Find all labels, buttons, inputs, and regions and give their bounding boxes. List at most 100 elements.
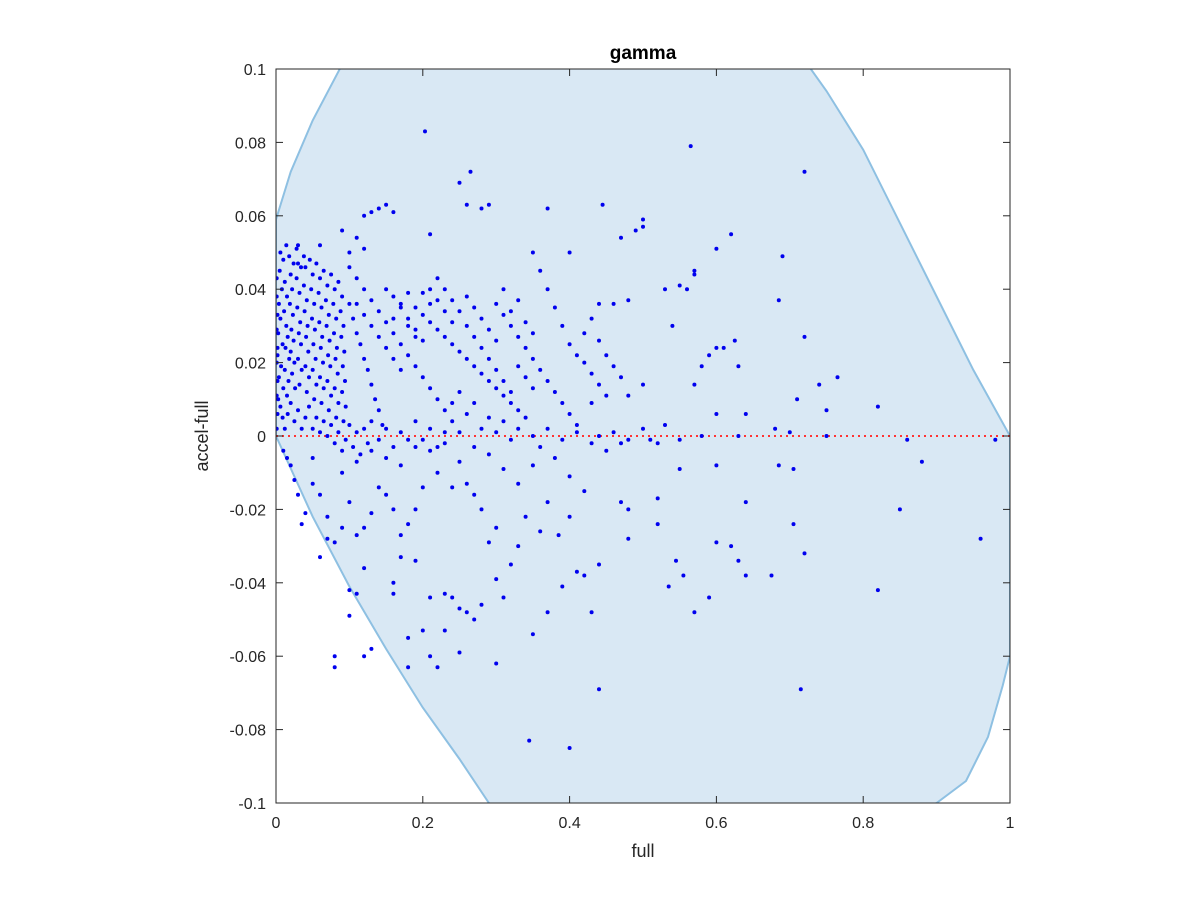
data-point: [450, 595, 455, 600]
data-point: [567, 746, 572, 750]
data-point: [303, 511, 308, 516]
data-point: [508, 390, 513, 394]
data-point: [501, 379, 506, 383]
data-point: [743, 500, 748, 505]
data-point: [472, 401, 477, 405]
data-point: [567, 474, 572, 479]
data-point: [626, 536, 631, 541]
data-point: [332, 665, 337, 670]
data-point: [428, 301, 433, 306]
data-point: [340, 364, 345, 369]
data-point: [398, 463, 403, 468]
data-point: [516, 334, 521, 339]
data-point: [301, 254, 306, 259]
data-point: [802, 169, 807, 174]
data-point: [677, 467, 682, 471]
data-point: [279, 364, 284, 369]
data-point: [692, 268, 697, 273]
data-point: [875, 404, 880, 409]
data-point: [329, 272, 334, 277]
data-point: [423, 129, 427, 134]
data-point: [523, 415, 528, 420]
data-point: [318, 243, 322, 248]
data-point: [288, 272, 293, 277]
data-point: [655, 441, 660, 446]
data-point: [391, 210, 396, 215]
data-point: [743, 412, 748, 416]
data-point: [413, 558, 418, 563]
data-point: [589, 371, 594, 376]
data-point: [347, 265, 352, 270]
data-point: [358, 452, 363, 457]
data-point: [457, 606, 462, 611]
data-point: [699, 434, 704, 438]
data-point: [802, 334, 807, 339]
data-point: [479, 345, 484, 350]
data-point: [391, 331, 396, 336]
data-point: [391, 294, 396, 299]
data-point: [336, 430, 341, 435]
data-point: [290, 371, 295, 376]
data-point: [343, 437, 348, 442]
data-point: [318, 345, 323, 350]
data-point: [516, 364, 521, 369]
data-point: [486, 452, 491, 457]
data-point: [567, 250, 572, 255]
data-point: [340, 228, 345, 233]
data-point: [494, 367, 499, 372]
data-point: [276, 412, 280, 416]
data-point: [450, 320, 455, 325]
data-point: [369, 448, 374, 453]
data-point: [552, 305, 557, 310]
data-point: [501, 467, 506, 471]
data-point: [288, 401, 293, 405]
data-point: [325, 514, 330, 519]
data-point: [582, 331, 587, 336]
data-point: [604, 353, 609, 358]
data-point: [306, 349, 311, 354]
data-point: [420, 312, 425, 317]
data-point: [312, 327, 317, 332]
data-point: [294, 246, 299, 251]
data-point: [516, 544, 521, 549]
data-point: [464, 356, 469, 361]
data-point: [362, 426, 367, 431]
data-point: [340, 525, 345, 530]
data-point: [354, 276, 359, 281]
data-point: [288, 463, 293, 468]
x-tick-label: 0.6: [705, 815, 727, 832]
data-point: [824, 434, 829, 438]
data-point: [486, 415, 491, 420]
data-point: [354, 235, 359, 240]
data-point: [435, 327, 440, 332]
data-point: [494, 577, 499, 582]
data-point: [560, 584, 565, 589]
data-point: [290, 287, 295, 292]
y-tick-label: 0.04: [235, 282, 266, 299]
data-point: [276, 353, 280, 358]
data-point: [560, 323, 565, 328]
data-point: [604, 393, 609, 398]
data-point: [787, 430, 792, 435]
data-point: [369, 298, 374, 303]
data-point: [376, 485, 381, 490]
data-point: [486, 356, 491, 361]
data-point: [655, 522, 660, 527]
data-point: [692, 382, 697, 387]
data-point: [278, 250, 283, 255]
data-point: [319, 401, 324, 405]
data-point: [530, 434, 535, 438]
data-point: [302, 309, 307, 314]
data-point: [284, 323, 289, 328]
data-point: [413, 445, 418, 449]
data-point: [435, 298, 440, 303]
data-point: [281, 448, 286, 453]
data-point: [384, 345, 389, 350]
data-point: [692, 610, 697, 615]
data-point: [464, 323, 469, 328]
data-point: [780, 254, 785, 259]
data-point: [332, 331, 336, 336]
data-point: [398, 555, 403, 560]
data-point: [464, 294, 469, 299]
data-point: [545, 206, 550, 211]
